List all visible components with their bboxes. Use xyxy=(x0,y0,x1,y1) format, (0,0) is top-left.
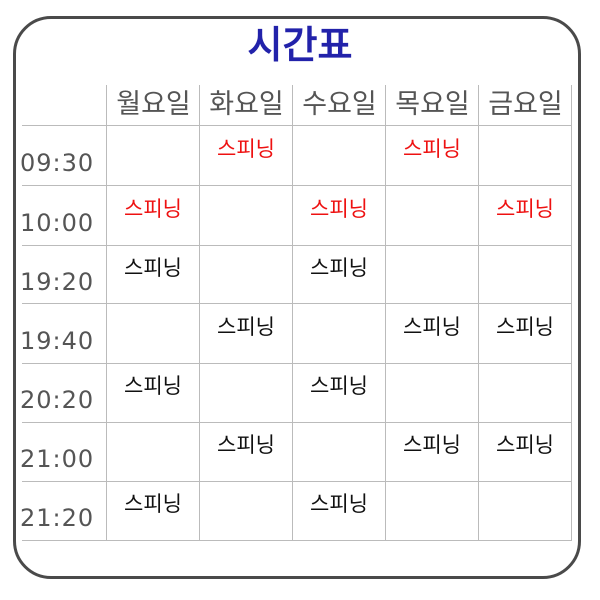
empty-slot xyxy=(107,303,199,363)
class-entry: 스피닝 xyxy=(496,315,554,339)
class-entry: 스피닝 xyxy=(403,315,461,339)
class-entry: 스피닝 xyxy=(124,492,182,516)
grid-horizontal-line xyxy=(22,125,572,126)
class-entry: 스피닝 xyxy=(310,197,368,221)
empty-slot xyxy=(107,422,199,481)
class-entry: 스피닝 xyxy=(310,492,368,516)
time-label: 21:00 xyxy=(20,445,95,473)
class-entry: 스피닝 xyxy=(124,197,182,221)
day-header: 월요일 xyxy=(116,89,191,120)
time-label: 10:00 xyxy=(20,209,95,237)
time-label: 19:40 xyxy=(20,327,95,355)
grid-horizontal-line xyxy=(22,422,572,423)
empty-slot xyxy=(200,481,292,540)
time-label: 19:20 xyxy=(20,268,95,296)
empty-slot xyxy=(479,363,571,422)
class-entry: 스피닝 xyxy=(403,433,461,457)
empty-slot xyxy=(479,125,571,185)
empty-slot xyxy=(107,125,199,185)
empty-slot xyxy=(200,245,292,303)
grid-horizontal-line xyxy=(22,540,572,541)
grid-vertical-line xyxy=(385,85,386,540)
class-entry: 스피닝 xyxy=(217,137,275,161)
grid-vertical-line xyxy=(199,85,200,540)
grid-horizontal-line xyxy=(22,481,572,482)
empty-slot xyxy=(386,245,478,303)
time-label: 20:20 xyxy=(20,386,95,414)
class-entry: 스피닝 xyxy=(310,256,368,280)
schedule-title: 시간표 xyxy=(247,23,353,67)
grid-horizontal-line xyxy=(22,303,572,304)
day-header: 금요일 xyxy=(488,89,563,120)
grid-horizontal-line xyxy=(22,363,572,364)
class-entry: 스피닝 xyxy=(217,433,275,457)
schedule-card xyxy=(13,16,581,579)
empty-slot xyxy=(386,185,478,245)
empty-slot xyxy=(200,185,292,245)
day-header: 화요일 xyxy=(209,89,284,120)
grid-vertical-line xyxy=(106,85,107,540)
class-entry: 스피닝 xyxy=(217,315,275,339)
day-header: 목요일 xyxy=(395,89,470,120)
empty-slot xyxy=(479,245,571,303)
time-label: 21:20 xyxy=(20,504,95,532)
grid-vertical-line xyxy=(292,85,293,540)
empty-slot xyxy=(293,303,385,363)
empty-slot xyxy=(479,481,571,540)
class-entry: 스피닝 xyxy=(496,197,554,221)
class-entry: 스피닝 xyxy=(403,137,461,161)
empty-slot xyxy=(293,422,385,481)
class-entry: 스피닝 xyxy=(124,374,182,398)
empty-slot xyxy=(386,363,478,422)
empty-slot xyxy=(386,481,478,540)
grid-vertical-line xyxy=(478,85,479,540)
grid-horizontal-line xyxy=(22,185,572,186)
class-entry: 스피닝 xyxy=(496,433,554,457)
class-entry: 스피닝 xyxy=(124,256,182,280)
empty-slot xyxy=(293,125,385,185)
grid-horizontal-line xyxy=(22,245,572,246)
empty-slot xyxy=(200,363,292,422)
time-label: 09:30 xyxy=(20,149,95,177)
class-entry: 스피닝 xyxy=(310,374,368,398)
grid-vertical-line xyxy=(571,85,572,540)
day-header: 수요일 xyxy=(302,89,377,120)
